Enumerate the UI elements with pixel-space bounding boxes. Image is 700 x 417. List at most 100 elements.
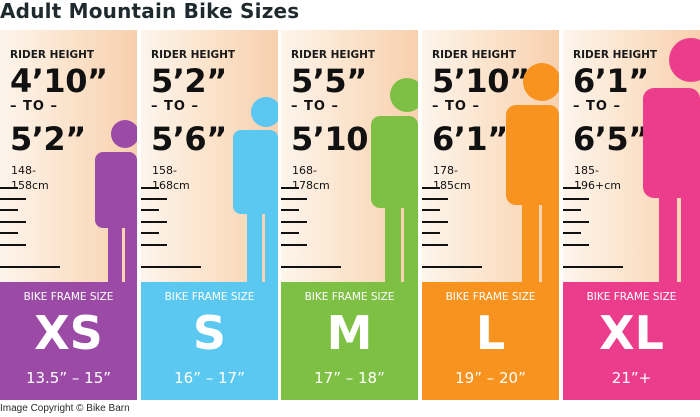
chart-title: Adult Mountain Bike Sizes <box>0 0 300 23</box>
size-code: S <box>192 306 227 360</box>
frame-size-panel: BIKE FRAME SIZE M 17” – 18” <box>281 282 418 400</box>
frame-size-range: 17” – 18” <box>314 369 385 387</box>
height-cm: 185-196+cm <box>574 164 621 192</box>
ruler-tick <box>563 221 589 223</box>
frame-size-panel: BIKE FRAME SIZE XS 13.5” – 15” <box>0 282 137 400</box>
frame-size-range: 13.5” – 15” <box>25 369 112 387</box>
height-low: 6’1” <box>573 62 649 100</box>
rider-figure-icon <box>95 120 137 282</box>
size-code: M <box>326 306 373 360</box>
size-column-xl: RIDER HEIGHT 6’1” – TO – 6’5” 185-196+cm <box>563 30 700 400</box>
ruler-tick <box>563 244 589 246</box>
rider-height-panel: RIDER HEIGHT 4’10” – TO – 5’2” 148-158cm <box>0 30 137 282</box>
ruler-tick <box>422 198 448 200</box>
frame-size-panel: BIKE FRAME SIZE XL 21”+ <box>563 282 700 400</box>
bike-frame-size-label: BIKE FRAME SIZE <box>164 291 255 303</box>
frame-size-range: 19” – 20” <box>455 369 526 387</box>
frame-size-range: 21”+ <box>611 369 652 387</box>
ruler-tick <box>281 232 299 234</box>
size-code: L <box>475 306 506 360</box>
to-label: – TO – <box>573 99 621 114</box>
height-ruler <box>0 182 70 282</box>
rider-height-panel: RIDER HEIGHT 5’2” – TO – 5’6” 158-168cm <box>141 30 278 282</box>
ruler-tick <box>0 244 26 246</box>
ruler-tick <box>422 209 440 211</box>
bike-frame-size-label: BIKE FRAME SIZE <box>304 291 395 303</box>
rider-height-label: RIDER HEIGHT <box>291 49 376 61</box>
height-cm: 148-158cm <box>11 164 49 192</box>
size-code: XS <box>34 306 103 360</box>
ruler-tick <box>141 266 201 268</box>
ruler-tick <box>422 187 440 189</box>
rider-figure-icon <box>371 78 418 282</box>
height-low: 5’2” <box>151 62 227 100</box>
ruler-tick <box>563 266 623 268</box>
height-ruler <box>141 182 211 282</box>
height-low: 5’5” <box>291 62 367 100</box>
ruler-tick <box>141 244 167 246</box>
height-low: 5’10” <box>432 62 530 100</box>
size-code: XL <box>599 306 664 360</box>
height-cm: 178-185cm <box>433 164 471 192</box>
ruler-tick <box>563 209 581 211</box>
height-ruler <box>281 182 351 282</box>
ruler-tick <box>0 232 18 234</box>
height-low: 4’10” <box>10 62 108 100</box>
height-high: 5’6” <box>151 120 227 158</box>
rider-figure-icon <box>233 97 278 282</box>
ruler-tick <box>281 266 341 268</box>
to-label: – TO – <box>10 99 58 114</box>
ruler-tick <box>141 209 159 211</box>
bike-frame-size-label: BIKE FRAME SIZE <box>23 291 114 303</box>
frame-size-panel: BIKE FRAME SIZE L 19” – 20” <box>422 282 559 400</box>
height-high: 5’2” <box>10 120 86 158</box>
ruler-tick <box>563 232 581 234</box>
bike-frame-size-label: BIKE FRAME SIZE <box>586 291 677 303</box>
to-label: – TO – <box>291 99 339 114</box>
ruler-tick <box>141 221 167 223</box>
ruler-tick <box>563 187 581 189</box>
ruler-tick <box>141 187 159 189</box>
frame-size-range: 16” – 17” <box>174 369 245 387</box>
rider-height-label: RIDER HEIGHT <box>151 49 236 61</box>
ruler-tick <box>422 244 448 246</box>
ruler-tick <box>281 187 299 189</box>
ruler-tick <box>0 221 26 223</box>
size-column-s: RIDER HEIGHT 5’2” – TO – 5’6” 158-168cm <box>141 30 278 400</box>
size-column-xs: RIDER HEIGHT 4’10” – TO – 5’2” 148-158cm <box>0 30 137 400</box>
height-ruler <box>422 182 492 282</box>
rider-height-label: RIDER HEIGHT <box>573 49 658 61</box>
ruler-tick <box>0 209 18 211</box>
rider-height-panel: RIDER HEIGHT 5’10” – TO – 6’1” 178-185cm <box>422 30 559 282</box>
rider-height-label: RIDER HEIGHT <box>432 49 517 61</box>
height-cm: 168-178cm <box>292 164 330 192</box>
ruler-tick <box>0 198 26 200</box>
rider-figure-icon <box>643 38 700 282</box>
height-high: 6’5” <box>573 120 649 158</box>
height-high: 6’1” <box>432 120 508 158</box>
ruler-tick <box>0 266 60 268</box>
frame-size-panel: BIKE FRAME SIZE S 16” – 17” <box>141 282 278 400</box>
rider-height-label: RIDER HEIGHT <box>10 49 95 61</box>
ruler-tick <box>281 221 307 223</box>
ruler-tick <box>281 198 307 200</box>
ruler-tick <box>422 221 448 223</box>
copyright-note: Image Copyright © Bike Barn <box>0 403 130 414</box>
ruler-tick <box>281 244 307 246</box>
size-chart-grid: RIDER HEIGHT 4’10” – TO – 5’2” 148-158cm <box>0 30 700 400</box>
ruler-tick <box>563 198 589 200</box>
ruler-tick <box>141 232 159 234</box>
ruler-tick <box>141 198 167 200</box>
to-label: – TO – <box>432 99 480 114</box>
rider-height-panel: RIDER HEIGHT 6’1” – TO – 6’5” 185-196+cm <box>563 30 700 282</box>
height-ruler <box>563 182 633 282</box>
rider-height-panel: RIDER HEIGHT 5’5” – TO – 5’10” 168-178cm <box>281 30 418 282</box>
bike-frame-size-label: BIKE FRAME SIZE <box>445 291 536 303</box>
ruler-tick <box>281 209 299 211</box>
to-label: – TO – <box>151 99 199 114</box>
size-column-m: RIDER HEIGHT 5’5” – TO – 5’10” 168-178cm <box>281 30 418 400</box>
height-cm: 158-168cm <box>152 164 190 192</box>
rider-figure-icon <box>506 63 559 282</box>
size-column-l: RIDER HEIGHT 5’10” – TO – 6’1” 178-185cm <box>422 30 559 400</box>
ruler-tick <box>0 187 18 189</box>
